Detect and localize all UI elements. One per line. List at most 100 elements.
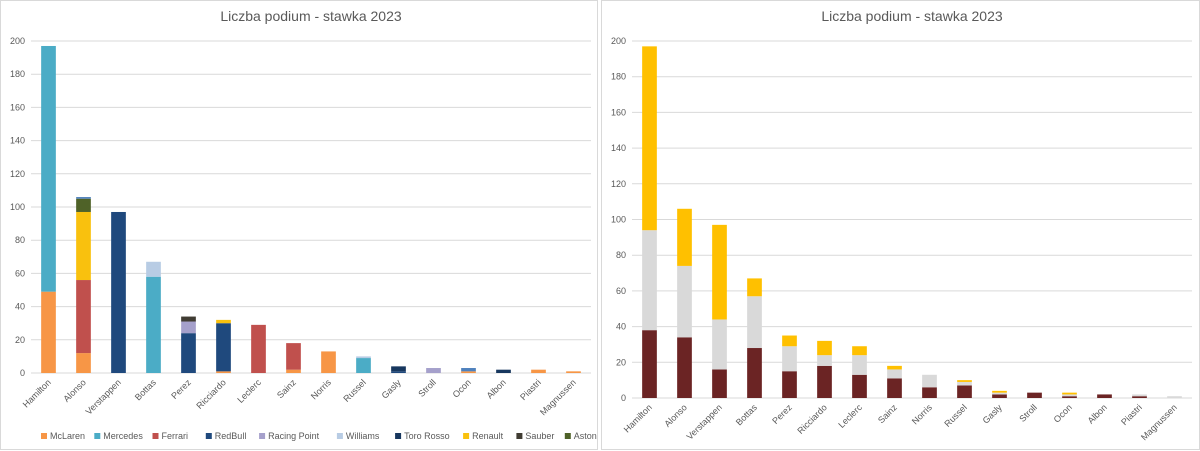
left-chart-y-tick-label: 60 [15,268,25,278]
left-chart-legend-label: Aston Martin [574,431,599,441]
right-chart-bar-ricciardo-s1 [817,355,832,366]
right-chart-y-tick-label: 120 [611,179,626,189]
left-chart-legend-swatch [564,433,571,439]
right-chart-bar-sainz-s2 [887,365,902,370]
left-chart-legend-label: Mercedes [103,431,143,441]
left-chart-bar-piastri-s0 [531,369,546,373]
right-chart-bar-bottas-s2 [747,278,762,297]
left-chart-title: Liczba podium - stawka 2023 [220,8,402,24]
right-chart-bar-alonso-s0 [677,337,692,398]
left-chart-bar-gasly-s3 [391,371,406,373]
right-chart-bar-ricciardo-s2 [817,340,832,356]
left-chart-x-tick-label: Hamilton [21,377,53,409]
right-chart-x-tick-label: Perez [770,402,794,426]
left-chart-bar-magnussen-s0 [566,371,581,373]
right-chart-bar-gasly-s1 [992,392,1007,395]
right-chart-y-tick-label: 200 [611,36,626,46]
left-chart-x-tick-label: Magnussen [538,377,578,417]
left-chart-bar-bottas-s1 [146,276,161,373]
left-chart-x-tick-label: Albon [485,377,508,400]
right-chart-x-tick-label: Verstappen [685,402,724,441]
left-chart-y-tick-label: 120 [10,169,25,179]
right-chart-x-tick-label: Gasly [981,402,1005,426]
left-chart-bar-ricciardo-s0 [216,371,231,373]
chart-left-svg: Liczba podium - stawka 2023 0 20 40 60 80 100 1… [10,8,599,441]
right-chart-bar-hamilton-s1 [642,230,657,331]
right-chart-bar-ocon-s0 [1062,396,1077,398]
left-chart-x-tick-label: Perez [169,377,193,401]
left-chart-legend-label: Racing Point [268,431,320,441]
right-chart-bar-verstappen-s1 [712,319,727,370]
right-chart-x-tick-label: Ricciardo [795,402,829,436]
left-chart-bar-ricciardo-s3 [216,323,231,372]
left-chart-bar-bottas-s5 [146,261,161,277]
right-chart-bar-norris-s0 [922,387,937,398]
right-chart-bar-piastri-s0 [1132,396,1147,398]
right-chart-bar-leclerc-s0 [852,374,867,398]
right-chart-bar-magnussen-s1 [1167,396,1182,398]
left-chart-y-tick-label: 180 [10,69,25,79]
right-chart-bar-bottas-s1 [747,296,762,349]
left-chart-legend-swatch [152,433,159,439]
left-chart-y-tick-label: 80 [15,235,25,245]
left-chart-x-tick-label: Sainz [275,377,298,400]
right-chart-bar-alonso-s1 [677,265,692,338]
right-chart-x-tick-label: Russel [942,402,969,429]
left-chart-x-tick-label: Ricciardo [194,377,228,411]
left-chart-legend-label: RedBull [215,431,247,441]
right-chart-bar-verstappen-s0 [712,369,727,398]
right-chart-bar-ricciardo-s0 [817,365,832,398]
chart-right-svg: Liczba podium - stawka 2023 0 20 40 60 80 100 1… [611,8,1192,442]
left-chart-bar-ocon-s0 [461,371,476,373]
right-chart-y-tick-label: 180 [611,72,626,82]
left-chart-legend-label: Renault [472,431,504,441]
left-chart-bar-russel-s1 [356,358,371,373]
left-chart-x-tick-label: Gasly [380,377,404,401]
left-chart-y-tick-label: 140 [10,136,25,146]
right-chart-x-tick-label: Piastri [1119,402,1144,427]
left-chart-x-tick-label: Norris [309,377,333,401]
left-chart-y-tick-label: 20 [15,335,25,345]
left-chart-y-tick-label: 100 [10,202,25,212]
left-chart-x-tick-label: Russel [341,377,368,404]
right-chart-bar-ocon-s2 [1062,392,1077,395]
right-chart-bar-sainz-s1 [887,369,902,379]
right-chart-bar-russel-s1 [957,381,972,386]
left-chart-legend-swatch [41,433,47,439]
left-chart-legend-label: Ferrari [162,431,189,441]
left-chart-bar-alonso-s9 [76,198,91,212]
left-chart-legend-swatch [395,433,402,439]
left-chart-x-tick-label: Alonso [61,377,88,404]
left-chart-legend-swatch [94,433,101,439]
right-chart-x-tick-label: Ocon [1052,402,1074,424]
left-chart-bar-stroll-s4 [426,368,441,373]
left-chart-bar-ricciardo-s7 [216,319,231,324]
left-chart-bar-sainz-s2 [286,343,301,370]
left-chart-bar-perez-s8 [181,316,196,322]
right-chart-bar-gasly-s0 [992,394,1007,398]
left-chart-bar-leclerc-s2 [251,324,266,373]
left-chart-x-tick-label: Stroll [416,377,438,399]
right-chart-x-tick-label: Leclerc [836,402,864,430]
right-chart-bar-russel-s2 [957,380,972,382]
left-chart-y-tick-label: 200 [10,36,25,46]
right-chart-bar-gasly-s2 [992,390,1007,393]
left-chart-bar-ocon-s10 [461,368,476,372]
left-chart-bar-perez-s4 [181,321,196,334]
left-chart-bar-alonso-s0 [76,353,91,373]
right-chart-y-tick-label: 140 [611,143,626,153]
left-chart-x-tick-label: Piastri [518,377,543,402]
left-chart-x-tick-label: Bottas [133,377,158,402]
chart-panel-left: Liczba podium - stawka 2023 0 20 40 60 80 100 1… [0,0,599,450]
right-chart-y-tick-label: 40 [616,322,626,332]
right-chart-x-tick-label: Albon [1086,402,1109,425]
left-chart-y-tick-label: 0 [20,368,25,378]
right-chart-bar-sainz-s0 [887,378,902,398]
left-chart-y-tick-label: 40 [15,302,25,312]
left-chart-legend-label: Toro Rosso [404,431,450,441]
right-chart-y-tick-label: 100 [611,215,626,225]
right-chart-y-tick-label: 80 [616,250,626,260]
left-chart-bar-sainz-s0 [286,369,301,373]
right-chart-bar-piastri-s1 [1132,394,1147,397]
